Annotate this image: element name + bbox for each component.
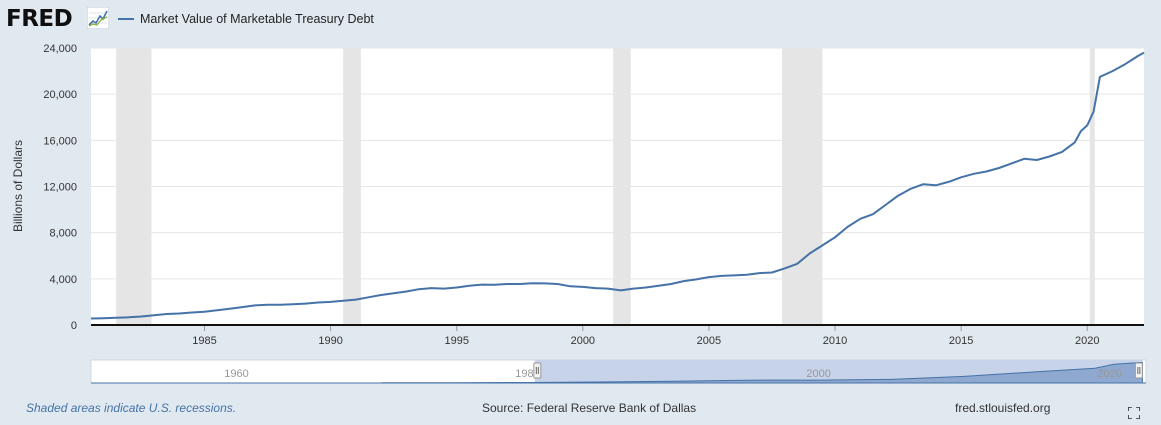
navigator-handle-0[interactable]: [533, 362, 542, 379]
navigator-tick-label-3: 2020: [1097, 368, 1121, 380]
line-chart: 0 4,000 8,000 12,000 16,000 20,000 24,000 1985 1…: [43, 43, 1147, 384]
navigator-tick-label-0: 1960: [224, 368, 248, 380]
source-note[interactable]: Source: Federal Reserve Bank of Dallas: [482, 401, 697, 415]
x-tick-label-5: 2010: [823, 335, 847, 347]
legend-label: Market Value of Marketable Treasury Debt: [140, 12, 374, 26]
x-tick-label-6: 2015: [949, 335, 973, 347]
chart-header: FRED Market Value of Marketable Treasury…: [0, 0, 1161, 40]
y-tick-label-2: 8,000: [49, 228, 77, 240]
navigator-tick-label-2: 2000: [806, 368, 830, 380]
y-tick-label-0: 0: [71, 320, 77, 332]
x-tick-label-0: 1985: [192, 335, 216, 347]
x-tick-label-4: 2005: [697, 335, 721, 347]
fred-graph-icon: [87, 7, 109, 29]
x-tick-label-2: 1995: [444, 335, 468, 347]
y-tick-label-3: 12,000: [43, 182, 77, 194]
y-tick-label-5: 20,000: [43, 89, 77, 101]
chart-legend[interactable]: Market Value of Marketable Treasury Debt: [118, 12, 374, 26]
series-line: [90, 51, 1145, 320]
y-tick-label-6: 24,000: [43, 43, 77, 55]
fred-logo[interactable]: FRED: [6, 6, 73, 32]
y-tick-label-4: 16,000: [43, 135, 77, 147]
legend-swatch: [118, 18, 134, 20]
recession-note: Shaded areas indicate U.S. recessions.: [26, 401, 237, 415]
y-tick-label-1: 4,000: [49, 274, 77, 286]
x-tick-label-1: 1990: [318, 335, 342, 347]
site-link[interactable]: fred.stlouisfed.org: [955, 401, 1051, 415]
x-tick-label-7: 2020: [1075, 335, 1099, 347]
x-tick-label-3: 2000: [571, 335, 595, 347]
fullscreen-icon[interactable]: [1128, 407, 1140, 419]
navigator-handle-1[interactable]: [1134, 362, 1143, 379]
